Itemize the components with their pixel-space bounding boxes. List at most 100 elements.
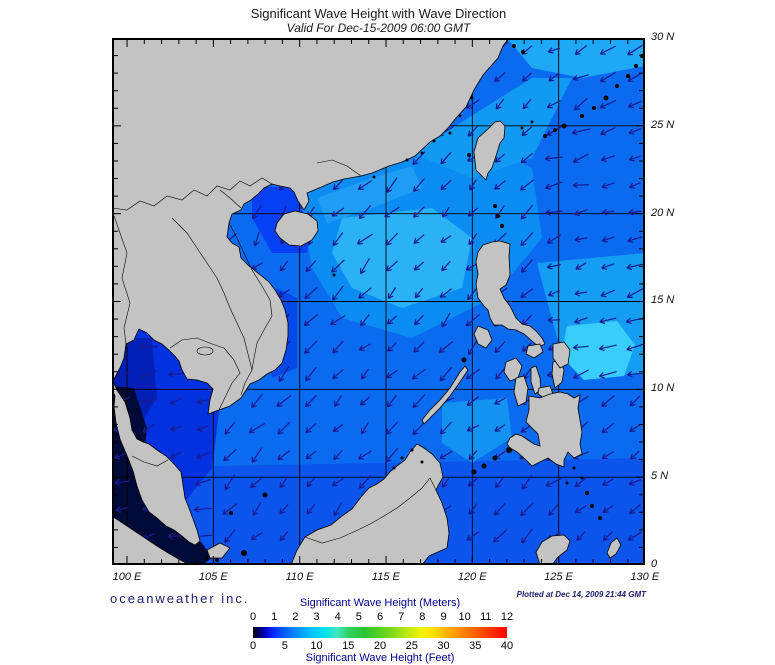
- plotted-at-text: Plotted at Dec 14, 2009 21:44 GMT: [516, 590, 646, 599]
- lon-axis-label: 100 E: [112, 571, 142, 583]
- island-dot: [410, 448, 414, 452]
- land-negros: [513, 375, 529, 407]
- legend-meters-tick: 12: [500, 611, 514, 623]
- land-luzon: [475, 240, 546, 348]
- island-dot: [467, 153, 471, 157]
- malaysia-thai-border: [131, 455, 169, 467]
- island-dot: [585, 491, 589, 495]
- legend-feet-tick: 40: [500, 640, 514, 652]
- legend-feet-tick: 10: [310, 640, 323, 652]
- ocean-patch-scs-light-core: [332, 208, 472, 308]
- ocean-patch-andaman-dark: [113, 386, 212, 564]
- island-dot: [500, 224, 504, 228]
- island-dot: [561, 123, 567, 129]
- legend-feet-tick: 5: [281, 640, 288, 652]
- land-masbate: [525, 343, 544, 359]
- legend-feet-tick: 25: [405, 640, 418, 652]
- island-dot: [598, 516, 602, 520]
- lat-axis-label: 30 N: [651, 31, 675, 43]
- tonle-sap-lake: [196, 346, 214, 356]
- island-dot: [481, 463, 487, 469]
- legend-feet-tick: 15: [342, 640, 355, 652]
- red-river: [219, 189, 242, 209]
- legend-meters-tick: 5: [355, 611, 362, 623]
- island-dot: [592, 106, 596, 110]
- lat-axis-label: 25 N: [651, 118, 675, 131]
- vietnam-laos-border: [228, 222, 273, 371]
- ocean-patch-pacific-cyan: [561, 321, 635, 380]
- lat-axis-label: 10 N: [651, 382, 675, 395]
- island-dot: [521, 50, 525, 54]
- land-halmahera: [606, 537, 622, 559]
- island-dot: [565, 481, 569, 485]
- island-dot: [205, 556, 209, 560]
- lon-axis-label: 110 E: [285, 571, 314, 583]
- land-taiwan: [473, 120, 506, 181]
- island-dot: [506, 447, 512, 453]
- legend-meters-tick: 4: [334, 611, 341, 623]
- island-dot: [603, 95, 609, 101]
- island-dot: [448, 131, 452, 135]
- island-dot: [471, 469, 477, 475]
- island-dot: [420, 460, 424, 464]
- legend-meters-title: Significant Wave Height (Meters): [299, 597, 461, 609]
- legend-meters-tick: 1: [271, 611, 278, 623]
- ocean-patch-sulu-light: [442, 398, 512, 463]
- oceanweather-logo: oceanweather inc.: [110, 591, 250, 606]
- cambodia-vietnam-border: [218, 347, 241, 411]
- island-dot: [332, 273, 336, 277]
- island-dot: [512, 44, 516, 48]
- legend-meters-tick: 8: [419, 611, 426, 623]
- lon-axis-label: 130 E: [630, 571, 660, 583]
- island-dot: [580, 476, 584, 480]
- land-mindoro: [473, 325, 493, 349]
- lon-axis-label: 125 E: [544, 571, 573, 583]
- island-dot: [572, 466, 576, 470]
- island-dot: [262, 492, 268, 498]
- legend-meters-tick: 0: [249, 611, 257, 623]
- lat-axis-label: 20 N: [651, 206, 675, 219]
- island-dot: [580, 114, 584, 118]
- island-dot: [420, 151, 424, 155]
- legend-feet-tick: 30: [437, 640, 450, 652]
- map-area: [112, 38, 645, 565]
- lon-axis-label: 120 E: [457, 571, 487, 583]
- land-borneo: [290, 443, 450, 564]
- island-dot: [615, 84, 619, 88]
- island-dot: [241, 550, 247, 556]
- land-palawan: [421, 365, 469, 425]
- wave-height-colorbar: [253, 627, 507, 638]
- xi-river: [316, 159, 362, 177]
- island-dot: [432, 139, 436, 143]
- island-dot: [496, 214, 500, 218]
- legend-meters-tick: 10: [458, 611, 471, 623]
- lon-axis-label: 105 E: [198, 571, 228, 583]
- island-dot: [492, 455, 498, 461]
- island-dot: [530, 120, 534, 124]
- mekong-river: [171, 217, 253, 396]
- land-mindanao: [506, 391, 583, 468]
- island-dot: [400, 456, 404, 460]
- legend-feet-title: Significant Wave Height (Feet): [305, 652, 455, 664]
- lat-axis-label: 15 N: [651, 294, 675, 307]
- legend-feet-tick: 0: [249, 640, 257, 652]
- china-southern-border: [113, 177, 273, 211]
- lat-axis-label: 0: [651, 557, 658, 570]
- legend-meters-tick: 11: [480, 611, 492, 623]
- land-mainland-asia: [113, 39, 509, 546]
- land-bangka: [206, 542, 231, 559]
- legend-meters-tick: 7: [398, 611, 405, 623]
- land-hainan: [274, 210, 319, 247]
- legend-feet-tick: 35: [469, 640, 482, 652]
- island-dot: [372, 175, 376, 179]
- lon-axis-label: 115 E: [371, 571, 400, 583]
- island-dot: [215, 558, 219, 562]
- thai-cambodia-border: [169, 337, 225, 349]
- island-dot: [520, 126, 524, 130]
- land-sumatra: [113, 516, 189, 564]
- island-dot: [405, 158, 409, 162]
- island-dot: [470, 96, 474, 100]
- land-sulawesi-north-arm: [535, 534, 571, 564]
- lat-axis-label: 5 N: [651, 470, 669, 483]
